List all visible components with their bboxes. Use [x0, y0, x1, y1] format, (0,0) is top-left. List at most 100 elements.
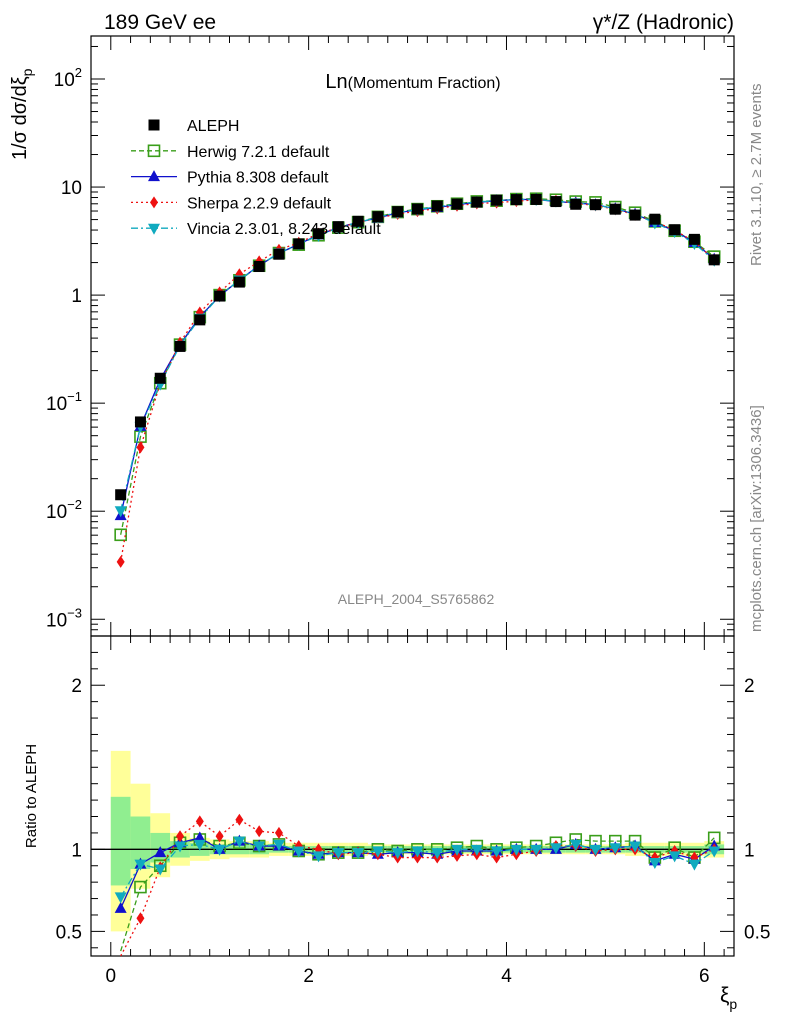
- sherpa-ratio-point: [195, 815, 204, 828]
- x-tick-label: 6: [699, 966, 710, 987]
- aleph-point: [411, 203, 423, 215]
- aleph-point: [590, 199, 602, 211]
- legend-label: Sherpa 2.2.9 default: [187, 195, 332, 212]
- aleph-point: [332, 221, 344, 233]
- legend-marker: [148, 223, 160, 235]
- vincia-ratio-point: [114, 892, 127, 904]
- aleph-point: [233, 276, 245, 288]
- vincia-ratio-point: [629, 841, 642, 853]
- aleph-point: [471, 196, 483, 208]
- aleph-point: [451, 198, 463, 210]
- legend: ALEPH Herwig 7.2.1 default Pythia 8.308 de…: [131, 118, 381, 238]
- rivet-side-label: Rivet 3.1.10, ≥ 2.7M events: [748, 84, 765, 267]
- aleph-point: [510, 194, 522, 206]
- aleph-point: [352, 215, 364, 227]
- y-tick-label: 102: [54, 65, 82, 91]
- aleph-point: [372, 211, 384, 223]
- legend-marker: [148, 119, 160, 131]
- header-right: γ*/Z (Hadronic): [593, 11, 734, 34]
- vincia-ratio-point: [510, 844, 523, 856]
- x-tick-label: 0: [105, 966, 116, 987]
- sherpa-ratio-point: [255, 825, 264, 838]
- sherpa-ratio-point: [413, 851, 422, 864]
- vincia-ratio-point: [470, 844, 483, 856]
- vincia-ratio-point: [549, 843, 562, 855]
- vincia-ratio-point: [174, 841, 187, 853]
- aleph-point: [174, 340, 186, 352]
- band-inner-bin: [130, 816, 151, 870]
- main-series-group: [114, 192, 721, 568]
- vincia-ratio-point: [292, 846, 305, 858]
- legend-marker: [150, 196, 158, 209]
- aleph-point: [609, 203, 621, 215]
- vincia-ratio-point: [213, 844, 226, 856]
- vincia-ratio-point: [431, 848, 444, 860]
- herwig-ratio-point: [134, 880, 147, 894]
- legend-label: Herwig 7.2.1 default: [187, 144, 330, 161]
- vincia-ratio-point: [154, 864, 167, 876]
- vincia-ratio-point: [569, 839, 582, 851]
- y-tick-label: 10: [61, 178, 82, 199]
- vincia-ratio-point: [391, 848, 404, 860]
- band-inner-bin: [110, 796, 131, 886]
- aleph-point: [115, 489, 127, 501]
- y-tick-label: 10−1: [46, 389, 82, 415]
- analysis-watermark: ALEPH_2004_S5765862: [338, 591, 495, 607]
- legend-marker: [147, 144, 161, 158]
- ratio-y-axis-label: Ratio to ALEPH: [23, 744, 40, 848]
- aleph-point: [273, 248, 285, 260]
- aleph-point: [491, 194, 503, 206]
- vincia-ratio-point: [668, 851, 681, 863]
- aleph-point: [649, 213, 661, 225]
- sherpa-point: [116, 555, 125, 568]
- sherpa-ratio-point: [492, 851, 501, 864]
- vincia-point: [114, 506, 127, 518]
- legend-label: ALEPH: [187, 118, 239, 135]
- sherpa-ratio-point: [136, 912, 145, 925]
- legend-marker: [148, 170, 160, 182]
- aleph-point: [431, 200, 443, 212]
- legend-label: Pythia 8.308 default: [187, 170, 329, 187]
- ratio-y-tick-label-right: 1: [744, 840, 755, 861]
- main-title: Ln(Momentum Fraction): [325, 71, 500, 93]
- header-left: 189 GeV ee: [104, 11, 216, 34]
- sherpa-line: [120, 199, 715, 562]
- ratio-y-tick-label: 0.5: [56, 922, 82, 943]
- main-y-axis-label: 1/σ dσ/dξp: [9, 68, 35, 160]
- ratio-y-tick-label: 1: [71, 840, 82, 861]
- mcplots-side-label: mcplots.cern.ch [arXiv:1306.3436]: [748, 405, 765, 632]
- vincia-ratio-point: [253, 841, 266, 853]
- vincia-ratio-point: [312, 851, 325, 863]
- x-tick-label: 4: [501, 966, 512, 987]
- sherpa-ratio-point: [235, 813, 244, 826]
- sherpa-ratio-point: [274, 826, 283, 839]
- aleph-point: [293, 238, 305, 250]
- aleph-point: [194, 314, 206, 326]
- herwig-point: [114, 528, 127, 542]
- aleph-point: [669, 224, 681, 236]
- pythia-line: [120, 198, 715, 516]
- vincia-ratio-point: [332, 848, 345, 860]
- title-ln: Ln: [325, 71, 347, 93]
- vincia-ratio-point: [648, 857, 661, 869]
- aleph-point: [570, 198, 582, 210]
- ratio-series-group: [114, 813, 721, 957]
- vincia-ratio-point: [411, 846, 424, 858]
- vincia-ratio-point: [688, 859, 701, 871]
- pythia-ratio-point: [193, 831, 206, 843]
- ratio-panel-frame: [90, 635, 735, 957]
- pythia-ratio-point: [154, 846, 167, 858]
- aleph-point: [313, 228, 325, 240]
- vincia-ratio-point: [530, 844, 543, 856]
- vincia-ratio-point: [193, 839, 206, 851]
- vincia-ratio-point: [272, 839, 285, 851]
- x-axis-label: ξp: [720, 984, 737, 1012]
- aleph-point: [629, 209, 641, 221]
- aleph-point: [214, 290, 226, 302]
- aleph-point: [392, 206, 404, 218]
- vincia-ratio-point: [352, 848, 365, 860]
- x-tick-label: 2: [303, 966, 314, 987]
- sherpa-ratio-point: [215, 830, 224, 843]
- y-tick-label: 1: [71, 286, 82, 307]
- aleph-point: [550, 196, 562, 208]
